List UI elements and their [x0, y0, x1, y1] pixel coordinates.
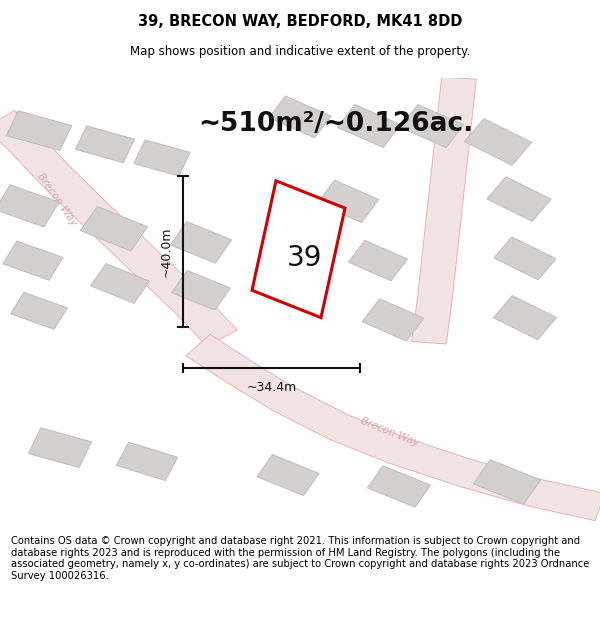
Polygon shape — [76, 126, 134, 162]
Polygon shape — [170, 222, 232, 263]
Polygon shape — [494, 237, 556, 280]
Polygon shape — [337, 104, 401, 148]
Polygon shape — [6, 111, 72, 151]
Polygon shape — [186, 334, 600, 521]
Text: Contains OS data © Crown copyright and database right 2021. This information is : Contains OS data © Crown copyright and d… — [11, 536, 589, 581]
Polygon shape — [349, 241, 407, 281]
Polygon shape — [257, 454, 319, 496]
Text: Map shows position and indicative extent of the property.: Map shows position and indicative extent… — [130, 46, 470, 58]
Text: Brecon Way: Brecon Way — [359, 416, 421, 448]
Polygon shape — [134, 140, 190, 176]
Polygon shape — [412, 77, 476, 344]
Polygon shape — [464, 119, 532, 165]
Polygon shape — [493, 296, 557, 339]
Polygon shape — [269, 96, 331, 138]
Polygon shape — [172, 271, 230, 310]
Polygon shape — [0, 185, 59, 227]
Polygon shape — [362, 299, 424, 341]
Text: ~40.0m: ~40.0m — [160, 226, 173, 277]
Text: ~34.4m: ~34.4m — [247, 381, 296, 394]
Polygon shape — [11, 292, 67, 329]
Polygon shape — [367, 466, 431, 507]
Text: Brecon Way: Brecon Way — [35, 171, 79, 227]
Polygon shape — [252, 181, 345, 318]
Polygon shape — [28, 428, 92, 468]
Polygon shape — [3, 241, 63, 280]
Polygon shape — [473, 459, 541, 504]
Polygon shape — [91, 264, 149, 303]
Polygon shape — [400, 104, 464, 148]
Polygon shape — [487, 177, 551, 221]
Polygon shape — [0, 111, 237, 346]
Text: ~510m²/~0.126ac.: ~510m²/~0.126ac. — [199, 111, 473, 137]
Text: 39, BRECON WAY, BEDFORD, MK41 8DD: 39, BRECON WAY, BEDFORD, MK41 8DD — [138, 14, 462, 29]
Polygon shape — [116, 442, 178, 481]
Polygon shape — [80, 206, 148, 251]
Polygon shape — [317, 180, 379, 222]
Text: 39: 39 — [287, 244, 322, 272]
